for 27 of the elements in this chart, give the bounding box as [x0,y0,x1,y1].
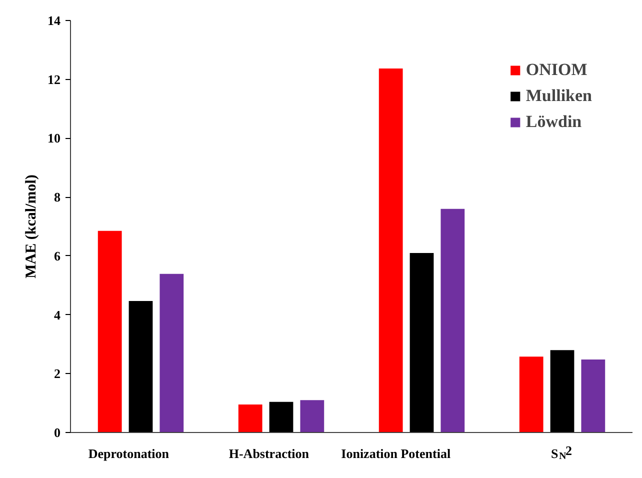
bar [378,68,403,432]
legend-label: ONIOM [526,60,588,80]
legend-label: Löwdin [526,112,582,132]
y-tick-label: 4 [54,307,61,322]
bar [160,274,184,432]
bar [128,300,153,432]
y-tick-label: 12 [48,72,60,87]
y-tick-label: 8 [54,190,61,205]
bar [300,400,324,432]
x-tick-label: Deprotonation [88,446,170,461]
y-tick-label: 2 [54,366,60,382]
y-tick-label: 10 [48,130,60,146]
x-tick-label: Ionization Potential [341,446,451,461]
bar [519,356,544,432]
bar [98,230,122,432]
bar [581,360,606,432]
bar [238,404,262,432]
bar [550,350,574,432]
y-tick-label: 0 [54,425,60,440]
y-axis-title: MAE (kcal/mol) [24,174,40,278]
bar [410,252,434,432]
y-tick-label: 6 [54,248,61,264]
bar [269,402,294,432]
bar [440,208,465,432]
y-tick-label: 14 [48,13,61,28]
x-tick-label: H-Abstraction [228,446,310,461]
legend-label: Mulliken [526,86,592,106]
